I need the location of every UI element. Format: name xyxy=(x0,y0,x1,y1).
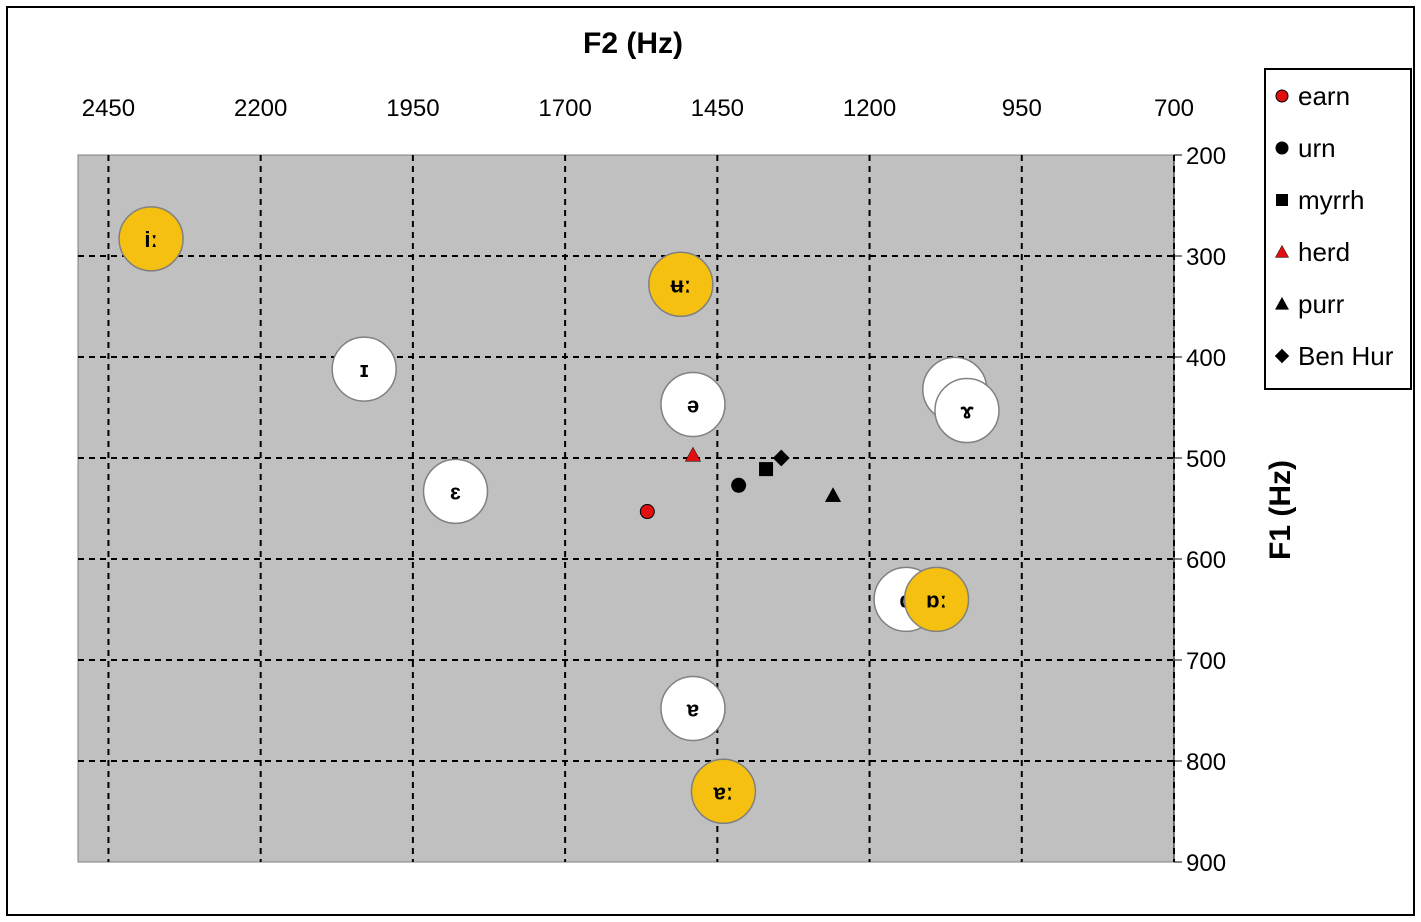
vowel-markers: iːɪɛʉːəʊɤɑɒːɐɐː xyxy=(118,206,1000,825)
vowel-marker-4: ə xyxy=(660,371,726,438)
word-markers xyxy=(639,446,842,520)
legend-label: Ben Hur xyxy=(1298,340,1394,371)
vowel-symbol: ɐː xyxy=(713,779,734,804)
x-tick-label: 1950 xyxy=(386,95,439,122)
vowel-symbol: ɐ xyxy=(686,696,699,721)
x-tick-label: 1200 xyxy=(843,95,896,122)
legend-marker xyxy=(1275,141,1289,155)
y-tick-label: 800 xyxy=(1186,749,1226,776)
legend-item-myrrh: myrrh xyxy=(1272,180,1364,220)
vowel-circle xyxy=(331,336,397,402)
y-axis-ticks: 200 300 400 500 600 700 800 900 xyxy=(1173,143,1226,877)
vowel-marker-0: iː xyxy=(118,206,184,272)
x-tick-label: 1450 xyxy=(691,95,744,122)
x-axis-ticks: 2450 2200 1950 1700 1450 1200 950 700 xyxy=(82,95,1194,122)
vowel-marker-6: ɤ xyxy=(934,377,1000,444)
x-tick-label: 950 xyxy=(1002,95,1042,122)
data-point-purr xyxy=(824,487,842,502)
y-tick-label: 700 xyxy=(1186,648,1226,675)
vowel-circle xyxy=(422,458,489,525)
legend-item-purr: purr xyxy=(1272,284,1344,324)
vowel-marker-2: ɛ xyxy=(422,458,489,525)
legend-marker xyxy=(1274,296,1290,310)
vowel-circle xyxy=(690,758,757,825)
vowel-circle xyxy=(903,566,970,633)
vowel-symbol: iː xyxy=(144,227,157,252)
legend: earn urn myrrh herd purr Ben Hur xyxy=(1264,68,1412,390)
legend-item-urn: urn xyxy=(1272,128,1336,168)
vowel-symbol: ʉː xyxy=(670,272,691,297)
x-tick-label: 700 xyxy=(1154,95,1194,122)
vowel-marker-10: ɐː xyxy=(690,758,757,825)
legend-label: purr xyxy=(1298,288,1345,319)
vowel-marker-1: ɪ xyxy=(331,336,397,402)
y-axis-title: F1 (Hz) xyxy=(1264,460,1297,560)
x-tick-label: 2450 xyxy=(82,95,135,122)
vowel-circle xyxy=(648,251,714,318)
data-point-earn xyxy=(639,504,655,520)
legend-marker-shape xyxy=(1274,348,1290,364)
vowel-marker-9: ɐ xyxy=(660,675,726,742)
vowel-symbol: ɪ xyxy=(360,357,369,382)
x-tick-label: 2200 xyxy=(234,95,287,122)
vowel-symbol: ɒː xyxy=(926,587,947,612)
legend-marker xyxy=(1275,89,1289,103)
vowel-circle xyxy=(118,206,184,272)
y-tick-label: 900 xyxy=(1186,850,1226,877)
legend-marker xyxy=(1274,348,1290,364)
legend-marker xyxy=(1274,244,1290,258)
vowel-chart: 2450 2200 1950 1700 1450 1200 950 700 200 300 400… xyxy=(77,27,1297,877)
y-tick-label: 500 xyxy=(1186,446,1226,473)
legend-label: myrrh xyxy=(1298,184,1365,215)
legend-item-earn: earn xyxy=(1272,76,1350,116)
x-tick-label: 1700 xyxy=(538,95,591,122)
data-point-herd xyxy=(684,446,702,462)
legend-marker-shape xyxy=(1276,194,1288,206)
legend-item-herd: herd xyxy=(1272,232,1350,272)
vowel-symbol: ɤ xyxy=(960,399,974,424)
legend-marker-shape xyxy=(1274,296,1290,310)
data-point-ben-hur xyxy=(772,449,790,467)
y-tick-label: 300 xyxy=(1186,244,1226,271)
vowel-circle xyxy=(934,377,1000,444)
data-point-urn xyxy=(731,477,747,493)
legend-item-ben-hur: Ben Hur xyxy=(1272,336,1393,376)
plot-area xyxy=(77,154,1175,863)
vowel-marker-3: ʉː xyxy=(648,251,714,318)
chart-frame: 2450 2200 1950 1700 1450 1200 950 700 200 300 400… xyxy=(6,6,1415,916)
legend-label: herd xyxy=(1298,236,1351,267)
legend-marker-shape xyxy=(1275,141,1289,155)
x-axis-title: F2 (Hz) xyxy=(583,27,683,60)
legend-marker-shape xyxy=(1275,89,1289,103)
vowel-circle xyxy=(660,371,726,438)
vowel-symbol: ə xyxy=(687,392,699,417)
y-tick-label: 200 xyxy=(1186,143,1226,170)
y-tick-label: 600 xyxy=(1186,547,1226,574)
legend-label: urn xyxy=(1298,132,1336,163)
vowel-symbol: ɛ xyxy=(450,479,461,504)
vowel-marker-8: ɒː xyxy=(903,566,970,633)
y-tick-label: 400 xyxy=(1186,345,1226,372)
legend-marker xyxy=(1276,194,1288,206)
legend-marker-shape xyxy=(1274,244,1290,258)
data-point-myrrh xyxy=(759,462,774,477)
legend-label: earn xyxy=(1298,80,1351,111)
vowel-circle xyxy=(660,675,726,742)
